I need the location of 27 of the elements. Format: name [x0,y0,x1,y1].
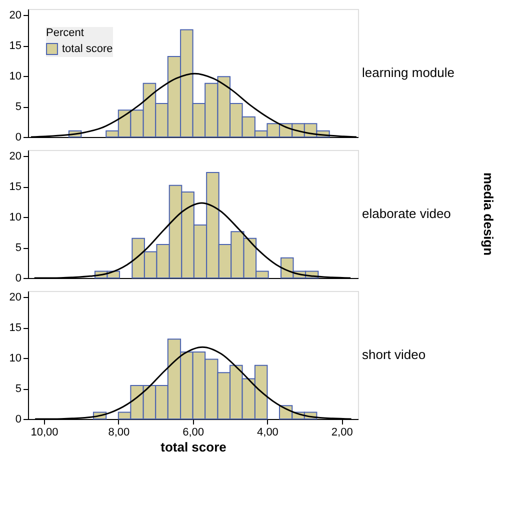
legend-title: Percent [46,27,84,39]
y-tick-label: 10 [9,212,22,224]
x-axis-title: total score [160,440,226,454]
y-tick-label: 20 [9,150,22,163]
y-tick-label: 15 [9,322,22,334]
x-tick-label: 2,00 [331,426,353,438]
y-tick-label: 10 [9,70,22,83]
y-tick-label: 5 [15,101,22,114]
x-tick-label: 8,00 [108,426,130,438]
legend-label: total score [62,43,113,55]
y-tick-label: 0 [15,414,22,426]
x-tick-label: 6,00 [182,426,204,438]
x-tick-label: 10,00 [30,426,58,438]
text: media design [481,172,496,256]
text: short video [362,347,426,362]
x-tick-label: 4,00 [257,426,278,438]
y-tick-label: 20 [9,292,22,304]
y-tick-label: 15 [9,40,22,52]
y-tick-label: 10 [9,352,22,365]
y-tick-label: 0 [15,272,22,284]
text: learning module [362,65,455,80]
y-tick-label: 15 [9,181,22,194]
y-tick-label: 5 [15,242,22,254]
y-tick-label: 5 [15,383,22,396]
text: elaborate video [362,206,451,221]
y-tick-label: 20 [9,10,22,22]
y-tick-label: 0 [15,132,22,144]
